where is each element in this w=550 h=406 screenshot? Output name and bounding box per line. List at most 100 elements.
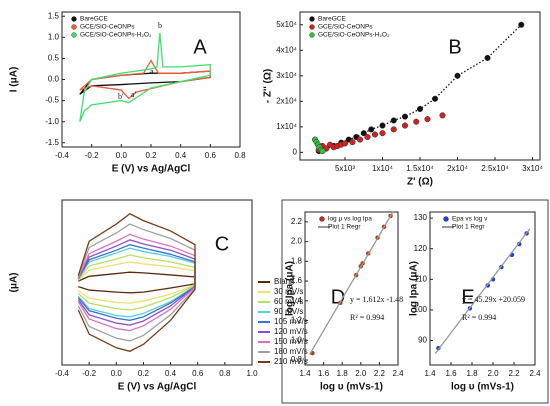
y-tick-label: 1x10⁴ (276, 122, 297, 131)
x-tick-label: 2.5x10⁴ (481, 164, 509, 173)
data-point (431, 95, 439, 102)
data-line (318, 24, 522, 152)
legend-label: GCE/SiO-CeONPs (318, 24, 373, 31)
data-point (416, 105, 424, 113)
panel-letter: A (193, 36, 207, 58)
x-tick-label: 0.6 (192, 369, 204, 378)
legend-label: BareGCE (80, 16, 108, 23)
panel-letter: C (215, 233, 229, 255)
y-tick-label: 2.2 (291, 217, 303, 226)
annotation: y = 45.29x +20.059 (462, 295, 525, 304)
plot-frame (304, 211, 399, 366)
legend-swatch (71, 32, 77, 38)
y-tick-label: 2.0 (291, 237, 303, 246)
x-tick-label: 0.4 (175, 151, 187, 160)
legend-label: Blank (274, 277, 295, 286)
data-point (379, 130, 386, 137)
plot-frame (61, 199, 253, 366)
annotation: y = 1.612x -1.48 (350, 295, 403, 304)
data-point (424, 116, 431, 123)
legend-swatch (309, 24, 315, 30)
x-tick-label: 0.6 (205, 151, 217, 160)
data-point (401, 122, 409, 129)
legend-label: 60 mV/s (274, 297, 303, 306)
data-point (390, 126, 397, 133)
x-tick-label: -0.4 (55, 369, 69, 378)
annotation: a (150, 67, 154, 76)
data-line (79, 33, 211, 122)
legend-swatch (71, 24, 77, 30)
x-tick-label: 5x10³ (335, 164, 355, 173)
x-tick-label: 2x10⁴ (447, 164, 468, 173)
x-tick-label: 0.8 (234, 151, 246, 160)
legend-label: 105 mV/s (274, 317, 308, 326)
y-axis-label: I (μA) (9, 67, 20, 93)
y-tick-label: 1.5 (48, 11, 60, 20)
x-tick-label: 0.0 (111, 369, 123, 378)
x-tick-label: 1.5x10⁴ (406, 164, 434, 173)
data-line (77, 212, 196, 352)
y-tick-label: 130 (414, 213, 428, 222)
legend-swatch (319, 216, 325, 222)
y-tick-label: 100 (414, 305, 428, 314)
x-tick-label: 1x10⁴ (372, 164, 393, 173)
x-tick-label: 1.0 (246, 369, 258, 378)
annotation: R² = 0.994 (350, 313, 384, 322)
legend-label: log μ vs log Ipa (328, 216, 372, 223)
y-tick-label: 1.0 (291, 335, 303, 344)
x-tick-label: 2.2 (508, 369, 520, 378)
x-axis-label: log υ (mVs-1) (451, 382, 514, 393)
panel-letter: B (448, 36, 461, 58)
x-tick-label: 0.8 (219, 369, 231, 378)
y-tick-label: -1.0 (45, 117, 59, 126)
y-tick-label: 2x10⁴ (276, 96, 297, 105)
x-tick-label: 2.4 (392, 369, 404, 378)
x-tick-label: 2.4 (529, 369, 541, 378)
legend-swatch (309, 32, 315, 38)
annotation: a' (131, 90, 137, 99)
data-point (379, 122, 386, 129)
data-point (413, 118, 420, 125)
data-point (518, 21, 525, 28)
legend-label: Epa vs log ν (452, 216, 487, 223)
x-tick-label: 0.2 (138, 369, 150, 378)
x-tick-label: 1.6 (318, 369, 330, 378)
legend-label: 90 mV/s (274, 307, 303, 316)
y-tick-label: 0.5 (48, 54, 60, 63)
y-tick-label: 0.0 (48, 75, 60, 84)
x-axis-label: E (V) vs Ag/AgCl (118, 382, 197, 393)
legend-label: GCE/SiO-CeONPs-H₂O₂ (318, 32, 390, 39)
x-axis-label: log υ (mVs-1) (320, 382, 383, 393)
annotation: b' (118, 92, 124, 101)
y-tick-label: 4x10⁴ (276, 45, 297, 54)
y-axis-label: - Z'' (Ω) (263, 69, 274, 103)
data-point (341, 140, 349, 147)
data-point (484, 54, 491, 61)
data-point (401, 113, 409, 120)
x-tick-label: 1.6 (445, 369, 457, 378)
x-tick-label: 2.0 (355, 369, 367, 378)
legend-label: 30 mV/s (274, 287, 303, 296)
legend-swatch (443, 216, 449, 222)
y-tick-label: 1.8 (291, 256, 303, 265)
x-tick-label: 1.4 (424, 369, 436, 378)
y-tick-label: 120 (414, 244, 428, 253)
legend-label: GCE/SiO-CeONPs (80, 24, 135, 31)
y-tick-label: -1.5 (45, 138, 59, 147)
x-tick-label: -0.2 (82, 369, 96, 378)
data-point (356, 136, 364, 143)
legend-swatch (309, 16, 315, 22)
data-point (349, 139, 356, 146)
x-tick-label: 2.0 (487, 369, 499, 378)
x-tick-label: -0.4 (55, 151, 69, 160)
y-tick-label: 1.4 (291, 296, 303, 305)
y-tick-label: 3x10⁴ (276, 71, 297, 80)
x-tick-label: 0.0 (116, 151, 128, 160)
y-tick-label: 1.2 (291, 316, 303, 325)
data-point (364, 133, 371, 141)
data-point (368, 126, 375, 133)
legend-label: 180 mV/s (274, 347, 308, 356)
data-line (434, 228, 531, 354)
data-point (390, 117, 397, 124)
legend-swatch (71, 16, 77, 22)
